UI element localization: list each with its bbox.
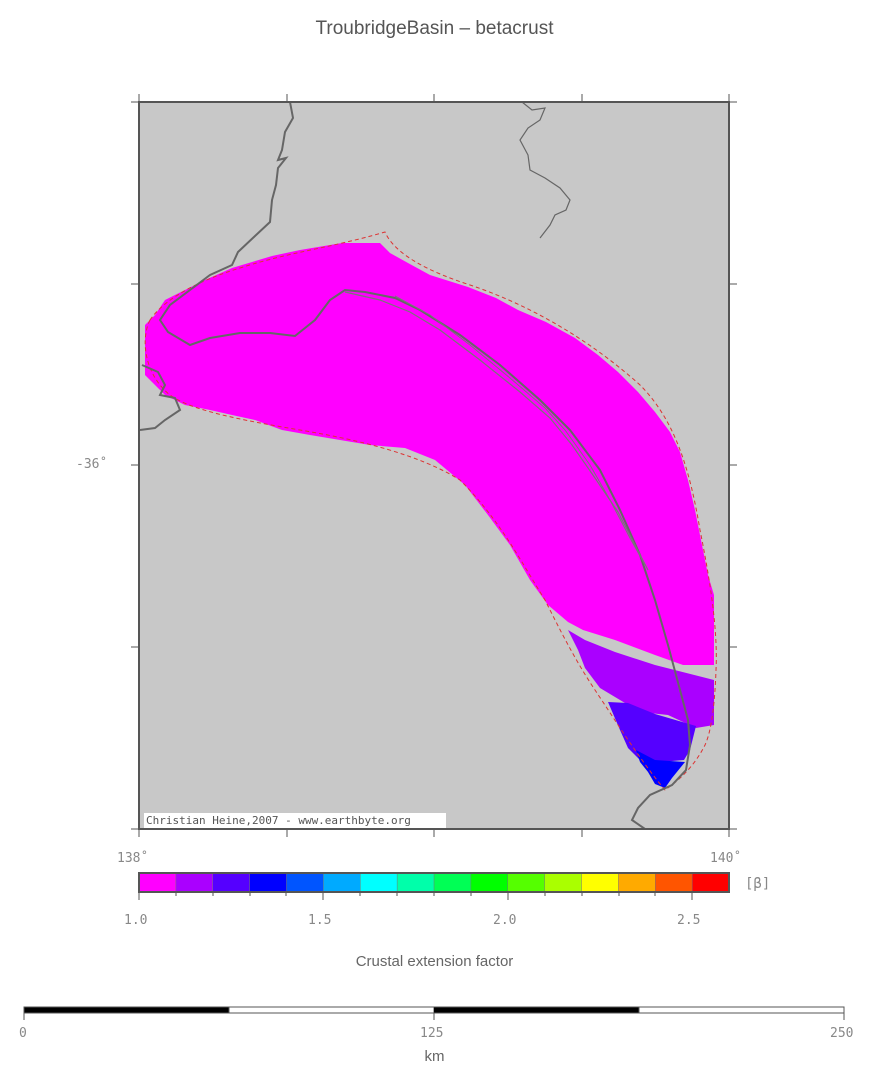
colorbar-cell [544,872,583,893]
coastline-gulf [344,291,649,571]
lon-label-west: 138˚ [117,851,149,866]
colorbar-cell [507,872,546,893]
colorbar-cell [175,872,214,893]
scale-tick-250: 250 [830,1026,854,1041]
lon-label-east: 140˚ [710,851,742,866]
colorbar-label: Crustal extension factor [355,953,514,970]
colorbar-cell [655,872,693,893]
basin-outline [144,231,717,791]
colorbar-tick-3: 2.0 [493,913,517,928]
coastline-gulf-inner [394,295,646,566]
basin-fill-blue [636,750,685,788]
coastline-west [139,364,182,431]
map-ticks [131,94,737,837]
colorbar-ticks [138,892,693,900]
colorbar-cell [691,872,730,893]
colorbar-cell [286,872,325,893]
basin-fill-magenta [145,243,714,665]
basin-fill-purple [568,630,714,728]
colorbar-cell [581,872,620,893]
colorbar-cell [470,872,509,893]
colorbar-cell [212,872,251,893]
coastline [158,101,692,830]
colorbar-unit: [β] [745,876,771,892]
colorbar-tick-4: 2.5 [677,913,701,928]
colorbar-cell [396,872,435,893]
scale-tick-0: 0 [19,1026,27,1041]
lat-label: -36˚ [76,457,108,472]
colorbar [138,872,730,893]
colorbar-cell [249,872,288,893]
colorbar-cell [433,872,472,893]
credit-box [144,813,446,828]
credit-text: Christian Heine,2007 - www.earthbyte.org [146,814,411,827]
colorbar-tick-2: 1.5 [308,913,332,928]
basin-fill-indigo [608,702,696,762]
colorbar-cell [323,872,362,893]
colorbar-cell [618,872,657,893]
colorbar-cell [138,872,177,893]
colorbar-tick-1: 1.0 [124,913,148,928]
map-title: TroubridgeBasin – betacrust [315,18,554,39]
scale-unit: km [424,1048,445,1065]
colorbar-cell [360,872,398,893]
scale-tick-125: 125 [420,1026,444,1041]
scale-bar [23,1006,845,1020]
river [519,101,571,239]
